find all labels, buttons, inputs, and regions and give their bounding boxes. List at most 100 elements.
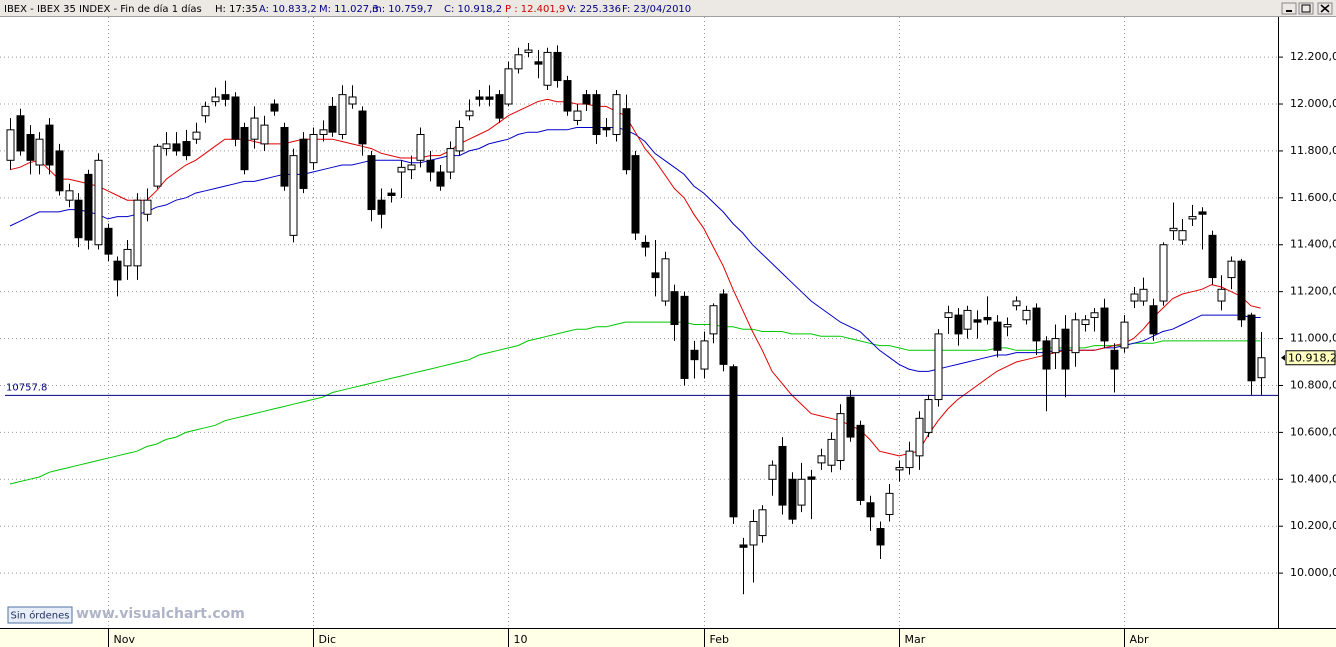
candle-body (846, 396, 855, 438)
candle-body (133, 199, 142, 267)
candle-body (670, 291, 679, 325)
candle-body (426, 159, 435, 173)
y-tick-label: 10.400,0 (1290, 472, 1336, 485)
candle-body (573, 110, 582, 121)
candle-body (690, 349, 699, 361)
candle-body (1237, 260, 1246, 321)
candle-body (700, 340, 709, 370)
candle-body (954, 314, 963, 335)
maximize-button[interactable] (1298, 2, 1314, 15)
candle-body (309, 134, 318, 164)
candle-body (250, 117, 259, 140)
candle-body (446, 148, 455, 173)
close-icon (1320, 4, 1330, 13)
header-field: F: 23/04/2010 (622, 4, 691, 15)
candle-body (1188, 216, 1197, 220)
candle-body (1110, 349, 1119, 370)
x-tick-label: Nov (114, 633, 136, 646)
candle-body (895, 467, 904, 471)
candle-body (153, 145, 162, 187)
candle-body (231, 96, 240, 140)
minimize-button[interactable] (1281, 2, 1297, 15)
candle-body (45, 124, 54, 166)
candle-body (680, 295, 689, 379)
candle-body (1003, 323, 1012, 328)
candle-body (797, 478, 806, 506)
candle-body (1169, 227, 1178, 232)
candle-body (1227, 260, 1236, 279)
last-price-pointer (1281, 354, 1285, 361)
candle-body (1012, 300, 1021, 307)
header-field: A: 10.833,2 (259, 4, 317, 15)
x-tick-label: Mar (905, 633, 926, 646)
candle-body (543, 51, 552, 86)
candle-body (104, 227, 113, 255)
candle-body (113, 260, 122, 281)
candle-body (709, 305, 718, 335)
last-price-box (1285, 350, 1336, 366)
orders-button[interactable] (7, 606, 73, 624)
candle-body (661, 258, 670, 302)
candle-body (162, 143, 171, 150)
x-tick-label: Abr (1130, 633, 1150, 646)
candle-body (963, 309, 972, 330)
text-layer: 10.000,0 10.200,0 10.400,0 10.600,0 10.800,0… (6, 50, 1336, 646)
header-bar (0, 0, 1336, 17)
maximize-icon (1301, 4, 1311, 13)
candle-body (504, 68, 513, 105)
header-field: m: 10.759,7 (372, 4, 433, 15)
candle-body (651, 272, 660, 279)
y-tick-label: 10.800,0 (1290, 378, 1336, 391)
candle-body (328, 105, 337, 133)
candle-body (1257, 357, 1266, 379)
candle-body (465, 110, 474, 117)
candle-body (65, 190, 74, 201)
x-tick-label: 10 (514, 633, 528, 646)
y-tick-label: 11.800,0 (1290, 144, 1336, 157)
watermark: www.visualchart.com (76, 606, 245, 622)
level-label: 10757.8 (6, 382, 47, 393)
candle-body (905, 450, 914, 469)
candle-body (240, 126, 249, 171)
candle-body (397, 166, 406, 173)
candle-body (524, 49, 533, 53)
candle-body (6, 129, 15, 161)
candle-body (192, 131, 201, 140)
candle-body (1032, 307, 1041, 342)
candle-body (1208, 234, 1217, 279)
last-price-label: 10.918,2 (1288, 351, 1336, 364)
candle-body (1149, 305, 1158, 335)
candle-body (592, 94, 601, 136)
candle-body (407, 164, 416, 171)
candle-body (1130, 293, 1139, 302)
candle-body (739, 544, 748, 548)
candle-body (1071, 319, 1080, 354)
y-tick-label: 10.000,0 (1290, 566, 1336, 579)
candle-body (74, 199, 83, 239)
candle-body (475, 96, 484, 100)
candle-body (944, 312, 953, 318)
candle-body (495, 94, 504, 119)
candle-body (270, 103, 279, 112)
candle-body (123, 248, 132, 267)
header-field: C: 10.918,2 (444, 4, 502, 15)
candle-body (172, 143, 181, 152)
candle-body (319, 129, 328, 136)
candle-body (377, 199, 386, 215)
candle-body (55, 150, 64, 192)
candle-body (299, 138, 308, 189)
x-tick-label: Dic (319, 633, 337, 646)
orders-button-label[interactable]: Sin órdenes (11, 610, 70, 622)
candle-body (182, 141, 191, 157)
candle-body (338, 94, 347, 136)
candle-body (856, 424, 865, 501)
candle-body (26, 134, 35, 161)
window-controls[interactable] (1281, 2, 1333, 15)
candle-body (749, 521, 758, 546)
candle-body (915, 417, 924, 457)
candle-body (387, 192, 396, 196)
candle-body (817, 455, 826, 464)
header-field: H: 17:35 (215, 4, 258, 15)
candle-body (758, 509, 767, 537)
candle-body (1247, 314, 1256, 382)
